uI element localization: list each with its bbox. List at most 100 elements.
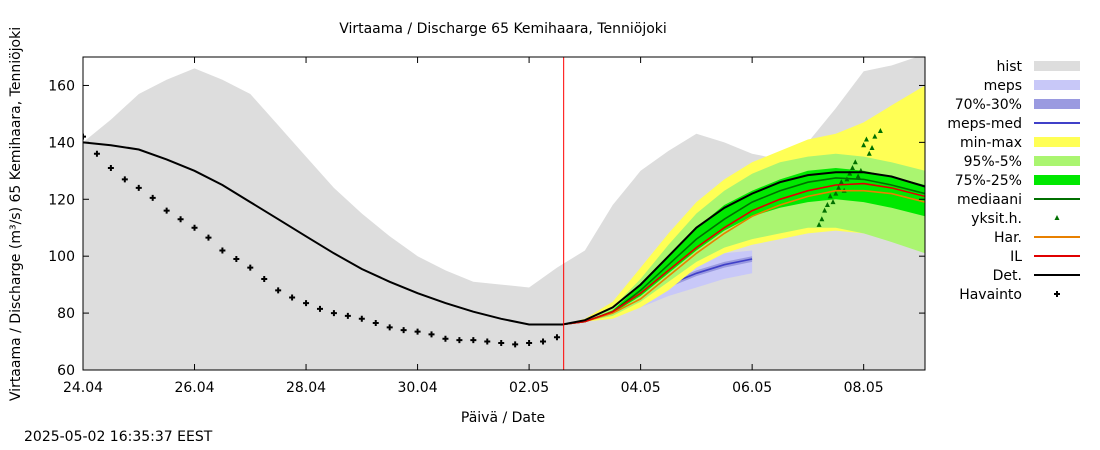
legend-swatch (1034, 137, 1080, 147)
legend-label: meps (984, 78, 1022, 94)
timestamp: 2025-05-02 16:35:37 EEST (24, 429, 213, 445)
observation-marker (177, 216, 184, 223)
observation-marker (484, 338, 491, 345)
x-tick-label: 06.05 (732, 380, 772, 396)
legend-swatch (1054, 215, 1060, 220)
observation-marker (163, 207, 170, 214)
observation-marker (289, 294, 296, 301)
x-axis-label: Päivä / Date (461, 410, 545, 426)
observation-marker (540, 338, 547, 345)
single-forecast-point (824, 201, 830, 207)
single-forecast-point (836, 184, 842, 190)
observation-marker (512, 341, 519, 348)
observation-marker (414, 328, 421, 335)
chart-title: Virtaama / Discharge 65 Kemihaara, Tenni… (339, 21, 667, 37)
observation-marker (275, 287, 282, 294)
legend-swatch (1034, 80, 1080, 90)
x-tick-label: 28.04 (286, 380, 326, 396)
observation-marker (553, 334, 560, 341)
observation-marker (149, 194, 156, 201)
observation-marker (233, 256, 240, 263)
single-forecast-point (816, 221, 822, 227)
series-det-line (83, 141, 925, 326)
single-forecast-point (819, 216, 825, 222)
legend-label: 75%-25% (955, 173, 1022, 189)
observation-marker (316, 305, 323, 312)
observation-marker (135, 184, 142, 191)
legend-label: IL (1010, 249, 1022, 265)
single-forecast-point (838, 179, 844, 185)
observation-marker (526, 339, 533, 346)
legend: hist meps 70%-30% meps-med min-max 95%-5% 75%-… (947, 59, 1080, 303)
single-forecast-point (833, 190, 839, 196)
y-tick-label: 120 (48, 192, 75, 208)
single-forecast-point (855, 173, 861, 179)
single-forecast-point (869, 145, 875, 151)
legend-swatch (1034, 99, 1080, 109)
legend-label: min-max (960, 135, 1022, 151)
observation-marker (107, 164, 114, 171)
single-forecast-point (827, 193, 833, 199)
x-tick-label: 24.04 (63, 380, 103, 396)
single-forecast-point (822, 207, 828, 213)
observation-marker (428, 331, 435, 338)
single-forecast-point (852, 159, 858, 165)
y-tick-label: 140 (48, 135, 75, 151)
single-forecast-point (861, 142, 867, 148)
observation-marker (456, 337, 463, 344)
y-tick-label: 160 (48, 78, 75, 94)
x-tick-label: 04.05 (621, 380, 661, 396)
legend-swatch (1034, 156, 1080, 166)
legend-label: Har. (994, 230, 1022, 246)
observation-marker (386, 324, 393, 331)
x-tick-label: 30.04 (398, 380, 438, 396)
observation-marker (121, 176, 128, 183)
series-har-line (562, 189, 925, 326)
legend-label: yksit.h. (971, 211, 1022, 227)
plot-frame (82, 56, 926, 371)
x-tick-label: 08.05 (844, 380, 884, 396)
y-tick-label: 60 (57, 363, 75, 379)
x-tick-label: 26.04 (174, 380, 214, 396)
axes: 60 80 100 120 140 160 24.04 26.04 28.04 30.04 02.0… (48, 56, 926, 396)
plot-area (83, 57, 925, 370)
observation-marker (261, 275, 268, 282)
observation-marker (219, 247, 226, 254)
single-forecast-point (877, 127, 883, 133)
legend-swatch (1054, 291, 1060, 297)
observation-marker (358, 315, 365, 322)
observation-marker (372, 320, 379, 327)
single-forecast-point (872, 133, 878, 139)
observation-marker (303, 300, 310, 307)
observation-marker (205, 234, 212, 241)
single-forecast-point (863, 136, 869, 142)
observation-marker (330, 310, 337, 317)
legend-label: hist (996, 59, 1022, 75)
observation-marker (247, 264, 254, 271)
series-hist-band (83, 57, 925, 370)
legend-label: 95%-5% (964, 154, 1022, 170)
legend-label: mediaani (957, 192, 1022, 208)
single-forecast-point (830, 199, 836, 205)
y-axis-label: Virtaama / Discharge (m³/s) 65 Kemihaara… (8, 27, 24, 401)
single-forecast-point (844, 176, 850, 182)
legend-label: 70%-30% (955, 97, 1022, 113)
observation-marker (470, 337, 477, 344)
y-tick-label: 100 (48, 249, 75, 265)
observation-marker (400, 327, 407, 334)
observation-marker (93, 150, 100, 157)
legend-swatch (1034, 61, 1080, 71)
observation-marker (191, 224, 198, 231)
single-forecast-point (866, 150, 872, 156)
observation-marker (344, 312, 351, 319)
legend-label: meps-med (947, 116, 1022, 132)
observation-marker (498, 339, 505, 346)
series-il-line (562, 182, 925, 326)
series-75-25-band (562, 168, 925, 325)
observation-marker (442, 335, 449, 342)
observation-marker (83, 133, 86, 140)
legend-label: Det. (993, 268, 1022, 284)
legend-swatch (1034, 175, 1080, 185)
x-tick-label: 02.05 (509, 380, 549, 396)
